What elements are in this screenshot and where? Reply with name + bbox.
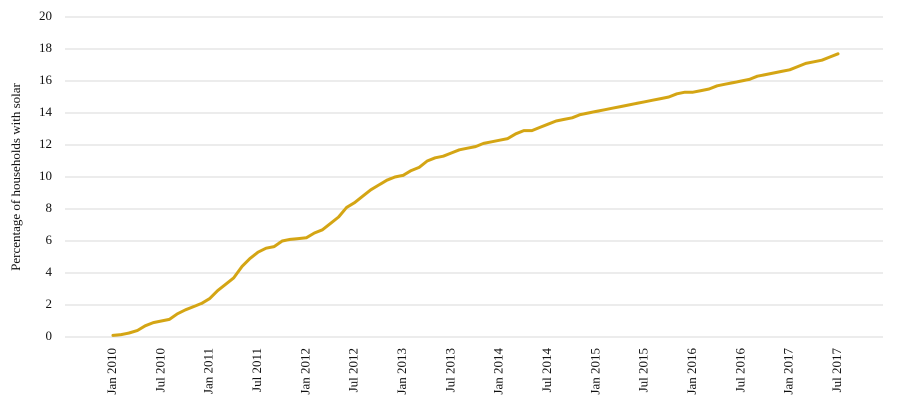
- x-tick-label: Jul 2014: [539, 348, 554, 393]
- x-tick-label: Jul 2016: [732, 348, 747, 393]
- x-tick-label: Jul 2010: [152, 348, 167, 392]
- y-tick-label: 10: [39, 168, 52, 183]
- y-axis-title: Percentage of households with solar: [8, 82, 23, 270]
- x-tick-label: Jul 2013: [442, 348, 457, 392]
- y-tick-label: 18: [39, 40, 52, 55]
- x-tick-label: Jul 2011: [249, 348, 264, 392]
- x-tick-label: Jul 2015: [636, 348, 651, 392]
- y-tick-label: 0: [46, 328, 53, 343]
- x-tick-label: Jan 2015: [587, 348, 602, 395]
- x-tick-label: Jul 2012: [346, 348, 361, 392]
- y-tick-label: 16: [39, 72, 53, 87]
- x-tick-label: Jan 2014: [491, 348, 506, 395]
- x-tick-label: Jan 2010: [104, 348, 119, 395]
- x-tick-label: Jan 2013: [394, 348, 409, 395]
- x-tick-label: Jan 2017: [781, 348, 796, 395]
- y-tick-label: 6: [46, 232, 53, 247]
- y-tick-label: 8: [46, 200, 53, 215]
- x-tick-label: Jul 2017: [829, 348, 844, 393]
- y-tick-label: 4: [46, 264, 53, 279]
- x-tick-label: Jan 2016: [684, 348, 699, 395]
- x-tick-label: Jan 2011: [201, 348, 216, 394]
- y-tick-label: 12: [39, 136, 52, 151]
- y-tick-label: 14: [39, 104, 53, 119]
- y-tick-label: 2: [46, 296, 53, 311]
- x-tick-label: Jan 2012: [297, 348, 312, 395]
- y-tick-label: 20: [39, 8, 52, 23]
- data-line: [111, 52, 840, 337]
